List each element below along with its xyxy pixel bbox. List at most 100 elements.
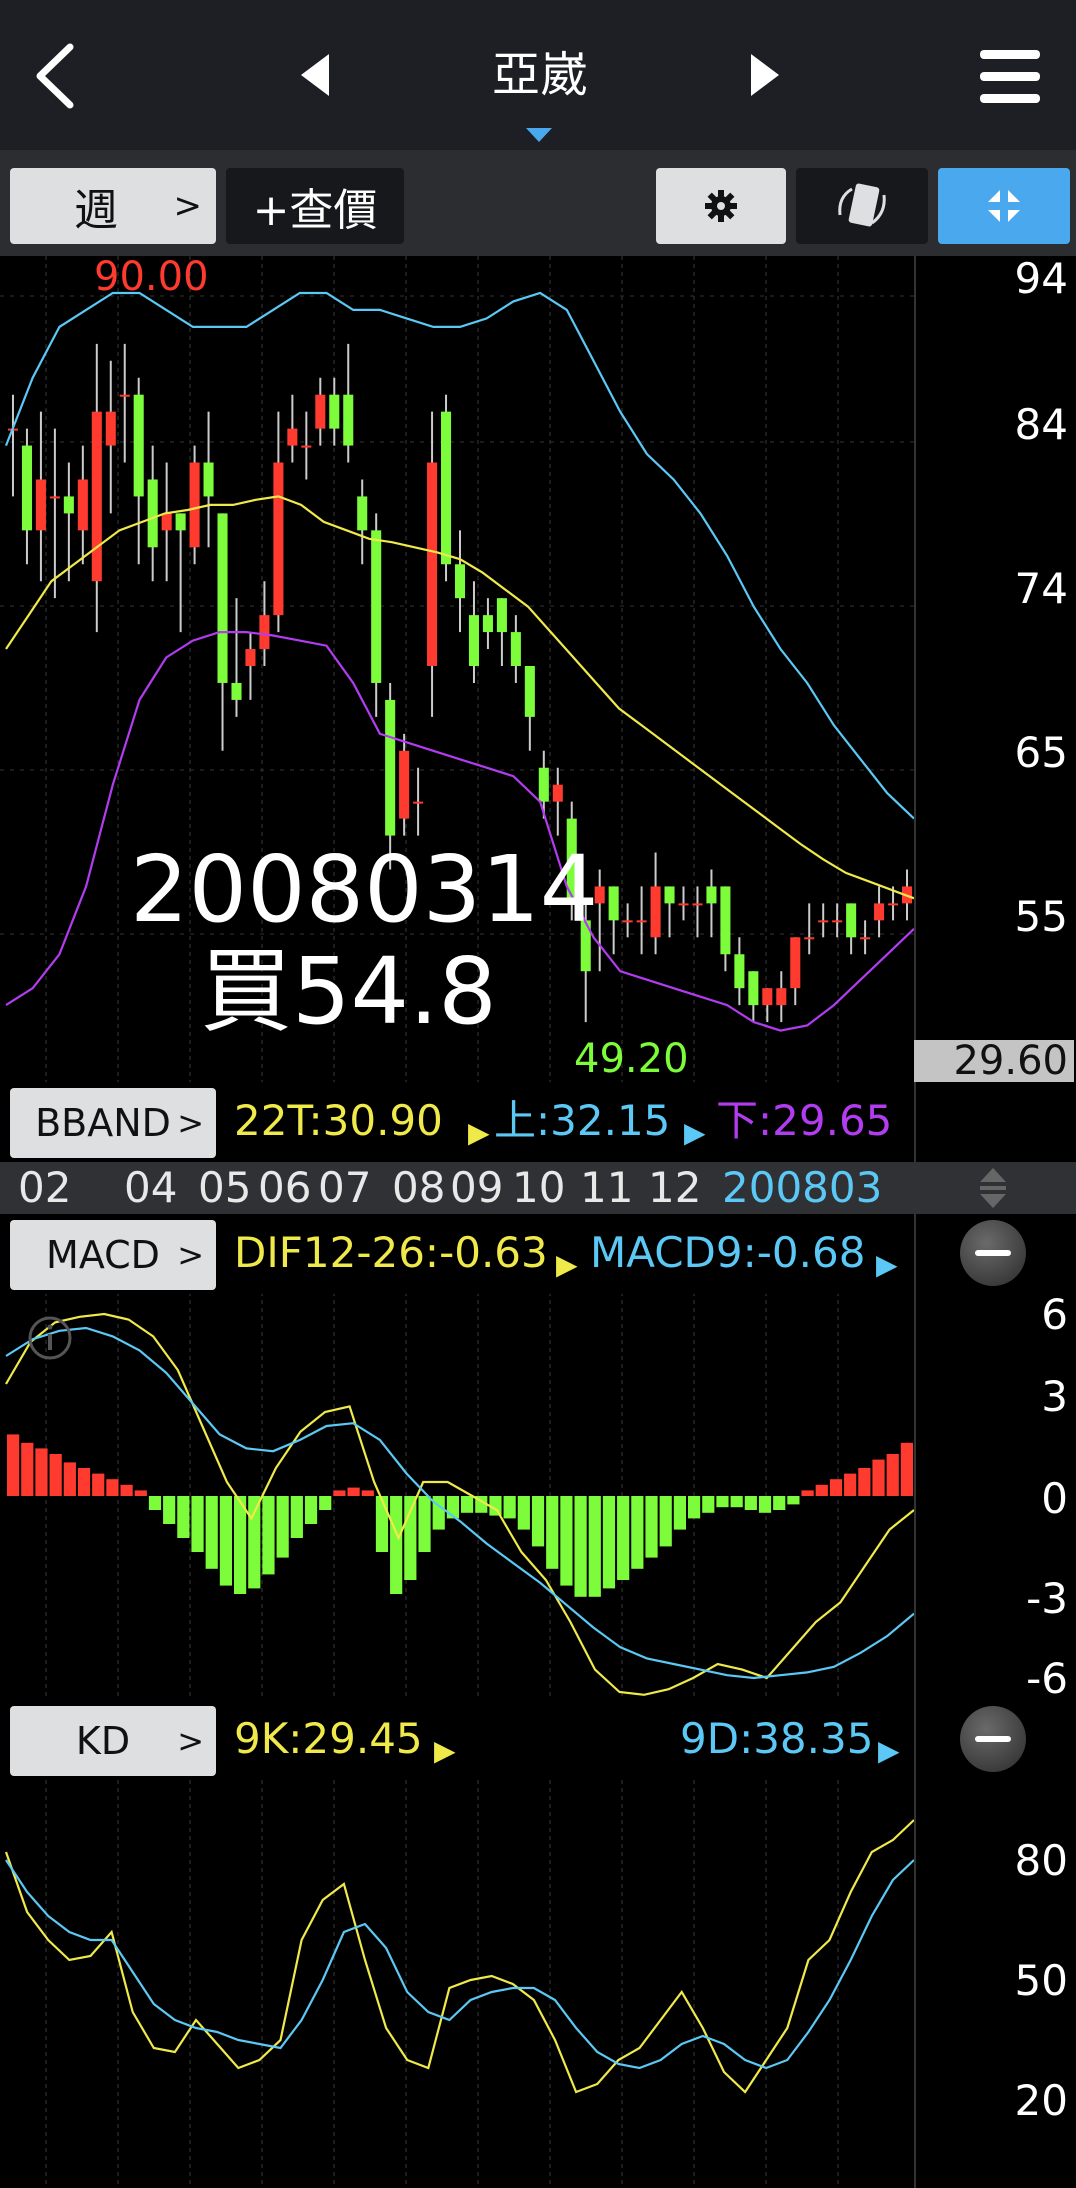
macd-histogram-bar xyxy=(290,1496,303,1538)
date-tick: 06 xyxy=(258,1163,312,1212)
kd-label: KD xyxy=(75,1719,131,1763)
macd-histogram-bar xyxy=(886,1454,899,1496)
back-button[interactable] xyxy=(20,36,90,116)
macd-histogram-bar xyxy=(120,1484,133,1496)
remove-macd-button[interactable] xyxy=(960,1220,1026,1286)
macd-histogram-bar xyxy=(617,1496,630,1580)
candle-up xyxy=(874,903,885,921)
macd-label: MACD xyxy=(46,1233,160,1277)
kd-tick-label: 50 xyxy=(1014,1956,1068,2005)
candle-down xyxy=(203,462,214,497)
candle-down xyxy=(217,513,228,683)
next-stock-button[interactable] xyxy=(735,40,795,110)
candle-up xyxy=(413,801,424,804)
macd-selector-button[interactable]: MACD > xyxy=(10,1220,216,1290)
selected-price-overlay: 買54.8 xyxy=(200,938,497,1045)
macd-histogram-bar xyxy=(503,1496,516,1519)
candle-down xyxy=(175,513,186,531)
resize-handle-icon[interactable] xyxy=(978,1166,1008,1210)
collapse-arrows-icon xyxy=(988,190,1020,222)
candle-down xyxy=(329,394,340,429)
triangle-right-icon: ▶ xyxy=(684,1116,706,1149)
collapse-fullscreen-button[interactable] xyxy=(938,168,1070,244)
chevron-left-icon xyxy=(36,43,74,109)
bband-mid-line xyxy=(5,495,915,900)
candle-down xyxy=(510,632,521,666)
kd-tick-label: 20 xyxy=(1014,2076,1068,2125)
candle-down xyxy=(734,954,745,989)
date-tick: 11 xyxy=(580,1163,634,1212)
macd-histogram-bar xyxy=(546,1496,559,1569)
info-icon[interactable] xyxy=(26,1314,74,1362)
macd-histogram-bar xyxy=(191,1496,204,1552)
bband-selector-button[interactable]: BBAND > xyxy=(10,1088,216,1158)
chevron-right-icon: > xyxy=(177,1104,204,1142)
macd-signal-line xyxy=(5,1326,915,1680)
macd-dif-value: DIF12-26:-0.63 xyxy=(234,1228,548,1277)
date-tick: 02 xyxy=(18,1163,72,1212)
macd-histogram-bar xyxy=(432,1496,445,1530)
previous-stock-button[interactable] xyxy=(285,40,345,110)
date-tick: 09 xyxy=(450,1163,504,1212)
quote-button[interactable]: +查價 xyxy=(226,168,404,244)
cursor-value-badge: 29.60 xyxy=(914,1040,1074,1082)
top-navigation-bar: 亞崴 xyxy=(0,0,1076,150)
period-selector-button[interactable]: 週 > xyxy=(10,168,216,244)
candle-up xyxy=(678,903,689,906)
candle-up xyxy=(888,903,899,906)
candle-up xyxy=(622,920,633,923)
macd-histogram-bar xyxy=(134,1490,147,1496)
candle-up xyxy=(259,615,270,650)
remove-kd-button[interactable] xyxy=(960,1706,1026,1772)
macd-histogram-bar xyxy=(461,1496,474,1513)
candle-up xyxy=(762,988,773,1006)
macd-histogram-bar xyxy=(489,1496,502,1516)
candle-up xyxy=(399,750,410,819)
candle-up xyxy=(49,496,60,499)
triangle-right-icon: ▶ xyxy=(876,1248,898,1281)
macd-histogram-bar xyxy=(517,1496,530,1530)
date-axis-strip[interactable]: 02 04 05 06 07 08 09 10 11 12 200803 xyxy=(0,1162,1076,1214)
macd-histogram-bar xyxy=(21,1442,34,1496)
macd-histogram-bar xyxy=(262,1496,275,1575)
hamburger-menu-icon xyxy=(980,50,1040,103)
date-tick: 12 xyxy=(648,1163,702,1212)
rotate-screen-button[interactable] xyxy=(796,168,928,244)
macd-tick-label: 0 xyxy=(1041,1474,1068,1523)
candle-up xyxy=(552,784,563,802)
macd-histogram-bar xyxy=(588,1496,601,1597)
menu-button[interactable] xyxy=(970,36,1050,116)
stock-title[interactable]: 亞崴 xyxy=(491,47,588,103)
macd-histogram-bar xyxy=(702,1496,715,1513)
kd-selector-button[interactable]: KD > xyxy=(10,1706,216,1776)
macd-histogram-bar xyxy=(531,1496,545,1547)
triangle-right-icon: ▶ xyxy=(434,1734,456,1767)
macd-histogram-bar xyxy=(872,1459,885,1496)
triangle-right-icon xyxy=(751,54,779,96)
macd-histogram-bar xyxy=(92,1473,105,1496)
candle-up xyxy=(301,445,312,448)
candle-down xyxy=(664,886,675,904)
candle-up xyxy=(35,479,46,531)
candle-up xyxy=(427,462,438,666)
candle-down xyxy=(608,886,619,921)
candle-up xyxy=(818,920,829,923)
macd-histogram-bar xyxy=(375,1496,389,1552)
macd-histogram-bar xyxy=(276,1496,289,1558)
macd-histogram-bar xyxy=(716,1496,729,1508)
date-tick-highlight: 200803 xyxy=(722,1163,883,1212)
chevron-right-icon: > xyxy=(177,1236,204,1274)
candle-up xyxy=(650,886,661,938)
bband-lower-value: 下:29.65 xyxy=(716,1096,893,1145)
candle-down xyxy=(441,411,452,565)
settings-button[interactable] xyxy=(656,168,786,244)
candle-up xyxy=(776,988,787,1006)
macd-histogram-bar xyxy=(418,1496,431,1552)
candle-down xyxy=(343,394,354,446)
macd-histogram-bar xyxy=(219,1496,232,1586)
candle-up xyxy=(692,903,703,906)
macd-histogram-bar xyxy=(77,1468,91,1496)
candle-down xyxy=(231,682,242,700)
macd-histogram-bar xyxy=(744,1496,757,1510)
rotate-screen-icon xyxy=(838,183,886,227)
